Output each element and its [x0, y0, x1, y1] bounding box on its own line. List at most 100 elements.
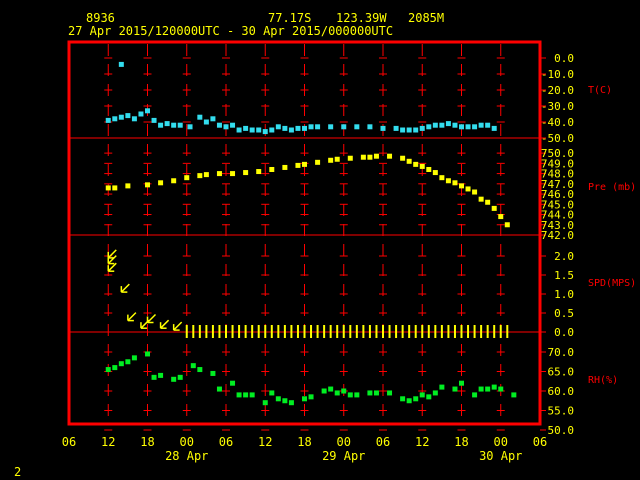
x-tick-label: 12: [415, 435, 429, 449]
pressure-point: [485, 199, 491, 205]
humidity-point: [413, 396, 419, 402]
y-tick-label: 0.0: [554, 52, 574, 65]
pressure-point: [426, 166, 432, 172]
pressure-point: [269, 166, 275, 172]
temperature-point: [452, 122, 458, 128]
pressure-point: [439, 175, 445, 181]
temperature-point: [426, 124, 432, 130]
header: 8936 77.17S 123.39W 2085M 27 Apr 2015/12…: [68, 11, 444, 38]
pressure-point: [184, 175, 190, 181]
wind-barb-shaft: [127, 312, 137, 322]
temperature-point: [302, 125, 307, 131]
pressure-point: [256, 169, 262, 175]
panels: [105, 61, 517, 406]
temperature-point: [288, 127, 294, 133]
pressure-point: [328, 157, 334, 163]
temperature-point: [187, 124, 193, 130]
y-tick-label: 60.0: [548, 385, 575, 398]
series-humidity: [105, 351, 517, 406]
temperature-point: [341, 124, 347, 130]
y-tick-label: -40.0: [541, 116, 574, 129]
humidity-point: [354, 392, 360, 398]
temperature-point: [380, 125, 386, 131]
humidity-point: [236, 392, 242, 398]
panel-label-wind_speed: SPD(MPS): [588, 278, 636, 289]
x-tick-label: 06: [533, 435, 547, 449]
temperature-point: [171, 122, 177, 128]
temperature-point: [354, 124, 360, 130]
pressure-point: [373, 153, 379, 159]
humidity-point: [216, 386, 222, 392]
x-tick-label: 00: [180, 435, 194, 449]
y-tick-label: 55.0: [548, 405, 575, 418]
temperature-point: [419, 125, 425, 131]
humidity-point: [177, 374, 183, 380]
humidity-point: [131, 355, 137, 361]
pressure-point: [504, 222, 510, 228]
humidity-point: [347, 392, 353, 398]
humidity-point: [426, 394, 432, 400]
longitude: 123.39W: [336, 11, 387, 25]
humidity-point: [151, 374, 157, 380]
temperature-point: [262, 129, 268, 135]
temperature-point: [112, 116, 118, 122]
humidity-point: [439, 384, 445, 390]
humidity-point: [334, 390, 340, 396]
pressure-point: [216, 171, 222, 177]
temperature-point: [400, 127, 406, 133]
y-tick-label: 65.0: [548, 366, 575, 379]
temperature-point: [295, 125, 301, 131]
humidity-point: [112, 365, 118, 371]
humidity-point: [190, 363, 196, 369]
humidity-point: [249, 392, 255, 398]
humidity-point: [243, 392, 249, 398]
pressure-point: [452, 180, 458, 186]
latitude: 77.17S: [268, 11, 311, 25]
y-tick-label: 748.0: [541, 168, 574, 181]
wind-barb: [107, 255, 117, 265]
y-tick-label: -20.0: [541, 84, 574, 97]
wind-barb-shaft: [107, 249, 117, 259]
temperature-point: [118, 61, 124, 67]
pressure-point: [203, 172, 209, 178]
humidity-point: [321, 388, 327, 394]
temperature-point: [328, 124, 334, 130]
humidity-point: [472, 392, 478, 398]
temperature-point: [445, 121, 451, 127]
y-tick-label: -10.0: [541, 68, 574, 81]
wind-barb: [120, 283, 130, 293]
x-tick-label: 06: [62, 435, 76, 449]
grid: [69, 44, 540, 431]
pressure-point: [387, 153, 393, 159]
y-tick-label: 744.0: [541, 209, 574, 222]
temperature-point: [472, 124, 478, 130]
x-tick-label: 06: [376, 435, 390, 449]
humidity-point: [498, 386, 504, 392]
pressure-point: [302, 161, 307, 167]
pressure-point: [105, 185, 111, 191]
humidity-point: [485, 386, 491, 392]
temperature-point: [249, 127, 255, 133]
x-tick-label: 00: [494, 435, 508, 449]
pressure-point: [171, 178, 177, 184]
humidity-point: [387, 390, 393, 396]
series-pressure: [105, 153, 510, 228]
humidity-point: [459, 380, 464, 386]
temperature-point: [118, 114, 124, 120]
humidity-point: [341, 388, 347, 394]
humidity-point: [171, 376, 177, 382]
pressure-point: [315, 159, 321, 165]
y-tick-label: 70.0: [548, 346, 575, 359]
humidity-point: [230, 380, 236, 386]
panel-label-temperature: T(C): [588, 85, 612, 96]
temperature-point: [125, 113, 131, 119]
wind-barb-shaft: [146, 313, 157, 324]
humidity-point: [478, 386, 484, 392]
temperature-point: [210, 116, 216, 122]
pressure-point: [445, 178, 451, 184]
humidity-point: [105, 367, 111, 373]
pressure-point: [419, 163, 425, 169]
temperature-point: [164, 121, 170, 127]
pressure-point: [347, 155, 353, 161]
wind-barb-shaft: [173, 321, 183, 331]
